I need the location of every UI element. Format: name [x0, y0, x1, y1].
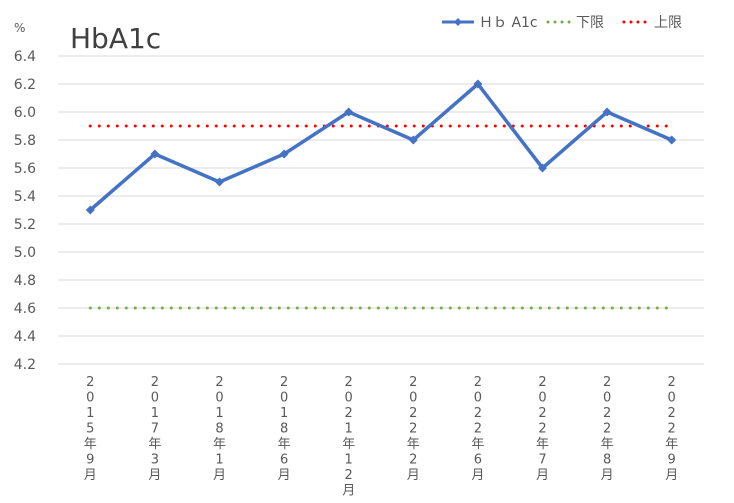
y-axis-unit: % [14, 21, 25, 35]
y-tick-label: 6.0 [14, 105, 36, 121]
data-point-marker [85, 205, 95, 215]
y-tick-label: 6.2 [14, 77, 36, 93]
y-tick-label: 4.4 [14, 329, 36, 345]
legend-label-1: 下限 [576, 15, 604, 31]
data-point-marker [602, 107, 612, 117]
y-tick-label: 4.2 [14, 357, 36, 373]
grid-lines [58, 55, 704, 365]
y-tick-label: 6.4 [14, 49, 36, 65]
data-point-marker [408, 135, 418, 145]
chart-title: HbA1c [70, 22, 161, 55]
y-tick-label: 5.6 [14, 161, 36, 177]
data-point-marker [473, 79, 483, 89]
legend-label-0: Ｈｂ A1c [479, 15, 538, 31]
data-point-marker [150, 149, 160, 159]
legend-marker [454, 18, 462, 26]
y-tick-label: 5.0 [14, 245, 36, 261]
data-point-marker [538, 163, 547, 173]
y-tick-label: 5.8 [14, 133, 36, 149]
y-axis-ticks: 4.2 4.4 4.6 4.8 5.0 5.2 5.4 5.6 5.8 6.0 6.2 6.4 [14, 49, 36, 373]
series-line-0 [89, 82, 673, 212]
data-point-marker [279, 149, 289, 159]
y-tick-label: 4.6 [14, 301, 36, 317]
legend-label-2: 上限 [654, 15, 682, 31]
data-point-marker [215, 177, 224, 187]
data-point-marker [667, 135, 677, 145]
y-tick-label: 5.4 [14, 189, 36, 205]
series-layer [85, 79, 677, 310]
x-axis-ticks: 2 0 1 5 年 9 月 2 0 1 7 年 3 月 2 0 1 8 年 1 月 2 0 1 8 年 6 月 2 0 2 1 年 1 2 月 2 0 2 2… [84, 375, 678, 499]
legend: Ｈｂ A1c 下限 上限 [442, 15, 682, 31]
y-tick-label: 4.8 [14, 273, 36, 289]
y-tick-label: 5.2 [14, 217, 36, 233]
data-point-marker [344, 107, 354, 117]
